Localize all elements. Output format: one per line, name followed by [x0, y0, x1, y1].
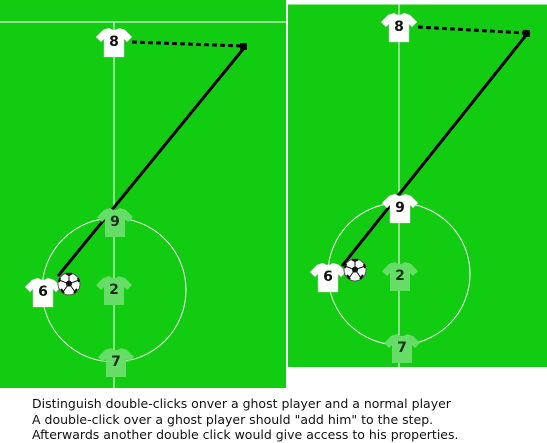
pass-line[interactable] — [56, 47, 246, 277]
player-number: 7 — [111, 354, 121, 370]
jersey-icon — [380, 13, 418, 43]
pitch-right[interactable]: 8 9 6 2 7 — [288, 4, 547, 367]
player-6[interactable]: 6 — [24, 278, 62, 308]
caption: Distinguish double-clicks onver a ghost … — [32, 396, 542, 443]
player-number: 9 — [110, 214, 120, 230]
player-number: 6 — [323, 269, 333, 285]
pitch-markings-left — [0, 21, 286, 388]
player-number: 9 — [395, 200, 405, 216]
player-number: 2 — [109, 282, 119, 298]
arrow-head-icon[interactable] — [240, 43, 247, 50]
caption-line-2: A double-click over a ghost player shoul… — [32, 411, 434, 427]
ghost-player-2[interactable]: 2 — [95, 276, 133, 306]
player-number: 8 — [109, 34, 119, 50]
ghost-player-7[interactable]: 7 — [97, 348, 135, 378]
pitch-left[interactable]: 8 9 6 2 7 — [0, 0, 286, 388]
player-6[interactable]: 6 — [309, 263, 347, 293]
arrow-head-icon[interactable] — [523, 30, 530, 37]
player-number: 6 — [38, 284, 48, 300]
caption-line-1: Distinguish double-clicks onver a ghost … — [32, 396, 451, 411]
jersey-icon — [382, 262, 418, 291]
jersey-icon — [96, 276, 132, 305]
pass-line[interactable] — [340, 33, 529, 267]
jersey-icon — [98, 348, 134, 377]
player-8[interactable]: 8 — [95, 28, 133, 58]
player-number: 7 — [397, 340, 407, 356]
soccer-ball-icon[interactable] — [343, 258, 367, 282]
ghost-player-2[interactable]: 2 — [381, 262, 419, 292]
jersey-icon — [95, 28, 133, 58]
jersey-icon — [384, 334, 420, 363]
soccer-ball-icon[interactable] — [57, 272, 81, 296]
ghost-player-9[interactable]: 9 — [96, 208, 134, 238]
player-9[interactable]: 9 — [381, 194, 419, 224]
run-line[interactable] — [417, 25, 526, 35]
jersey-icon — [97, 208, 133, 237]
ghost-player-7[interactable]: 7 — [383, 334, 421, 364]
run-line[interactable] — [131, 40, 243, 48]
jersey-icon — [24, 278, 62, 308]
pitch-markings-right — [288, 4, 547, 367]
player-8[interactable]: 8 — [380, 13, 418, 43]
caption-line-3: Afterwards another double click would gi… — [32, 427, 459, 442]
jersey-icon — [381, 194, 419, 224]
jersey-icon — [309, 263, 347, 293]
player-number: 8 — [394, 19, 404, 35]
player-number: 2 — [395, 268, 405, 284]
